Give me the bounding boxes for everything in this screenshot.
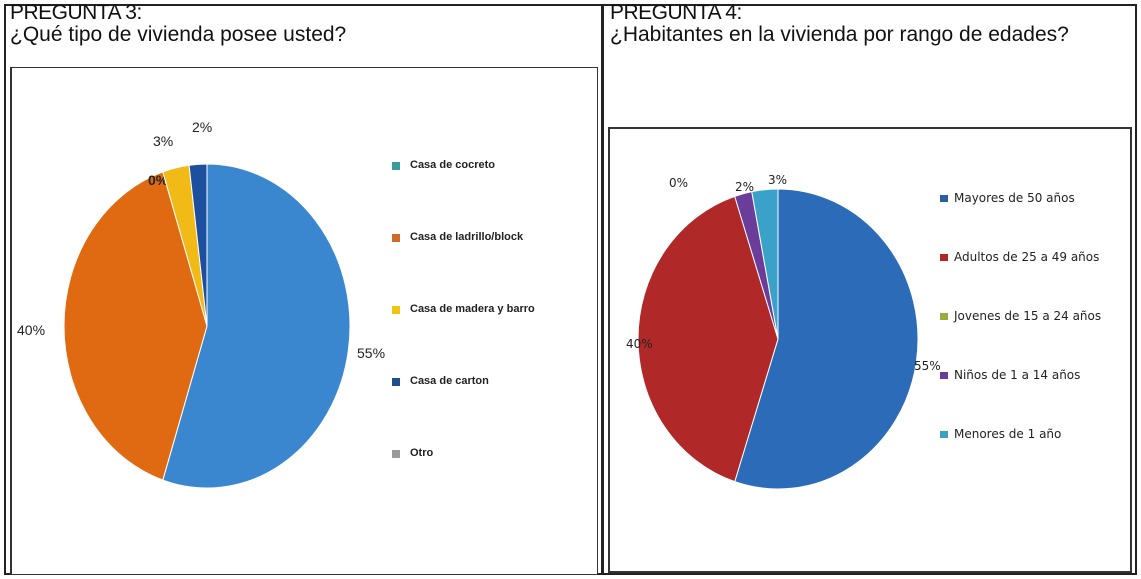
legend-label: Mayores de 50 años (954, 191, 1075, 205)
legend-item-casa-de-carton: Casa de carton (392, 374, 570, 389)
pie-slice-menores-de-1-ano (751, 188, 779, 340)
question-4-header: PREGUNTA 4: ¿Habitantes en la vivienda p… (610, 2, 1130, 46)
pie-chart-q3: 55%40%0%3%2% (17, 119, 385, 489)
legend-item-menores-de-1-ano: Menores de 1 año (940, 425, 1104, 444)
legend-label: Casa de carton (410, 375, 489, 387)
data-label-menores-de-1-ano: 3% (768, 173, 787, 187)
data-label-jovenes-de-15-a-24-anos: 0% (669, 176, 688, 190)
legend-item-adultos-de-25-a-49-anos: Adultos de 25 a 49 años (940, 248, 1104, 267)
data-label-casa-de-ladrillo-block: 40% (17, 322, 45, 338)
legend-label: Adultos de 25 a 49 años (954, 250, 1100, 264)
legend-swatch (392, 450, 400, 458)
data-label-mayores-de-50-anos: 55% (914, 359, 941, 373)
legend-swatch (940, 313, 948, 320)
pie-slice-adultos-de-25-a-49-anos (637, 195, 779, 483)
pie-slice-casa-de-ladrillo-block (63, 171, 208, 481)
legend-label: Otro (410, 447, 434, 459)
question-3-header: PREGUNTA 3: ¿Qué tipo de vivienda posee … (10, 2, 595, 46)
legend-label: Casa de madera y barro (410, 303, 535, 315)
data-label-casa-de-carton: 3% (153, 133, 173, 149)
question-4-number: PREGUNTA 4: (610, 1, 742, 24)
legend-label: Niños de 1 a 14 años (954, 368, 1081, 382)
data-label-ninos-de-1-a-14-anos: 2% (735, 180, 754, 194)
data-label-otro: 2% (192, 119, 212, 135)
pie-chart-q4: 55% 40% 0% 2% 3% (626, 173, 941, 490)
pie-slice-casa-de-cocreto (162, 163, 351, 489)
legend-swatch (392, 162, 400, 170)
legend-swatch (940, 195, 948, 202)
data-label-adultos-de-25-a-49-anos: 40% (626, 337, 653, 351)
legend-swatch (940, 254, 948, 261)
data-label-casa-de-cocreto: 55% (357, 345, 385, 361)
chart-panel-q4: 55% 40% 0% 2% 3% Mayores de 50 años Adultos d… (608, 127, 1132, 573)
pie-slice-mayores-de-50-anos (734, 188, 919, 490)
legend-item-ninos-de-1-a-14-anos: Niños de 1 a 14 años (940, 366, 1104, 385)
legend-swatch (940, 431, 948, 438)
legend-label: Menores de 1 año (954, 427, 1062, 441)
legend-label: Casa de ladrillo/block (410, 231, 524, 243)
legend-item-mayores-de-50-anos: Mayores de 50 años (940, 189, 1104, 208)
question-3-text: ¿Qué tipo de vivienda posee usted? (10, 23, 347, 46)
legend-swatch (392, 234, 400, 242)
legend-item-jovenes-de-15-a-24-anos: Jovenes de 15 a 24 años (940, 307, 1104, 326)
pie-slice-otro (188, 163, 208, 327)
legend-swatch (940, 372, 948, 379)
legend-label: Jovenes de 15 a 24 años (954, 309, 1102, 323)
legend-swatch (392, 306, 400, 314)
legend-item-casa-de-cocreto: Casa de cocreto (392, 158, 570, 173)
legend-item-casa-de-madera-y-barro: Casa de madera y barro (392, 302, 570, 317)
question-3-number: PREGUNTA 3: (10, 1, 142, 24)
question-4-text: ¿Habitantes en la vivienda por rango de … (610, 23, 1069, 46)
legend-label: Casa de cocreto (410, 159, 495, 171)
chart-panel-q3: 55% 40% 0% 3% 2% Casa de cocreto Casa de ladr… (10, 67, 598, 575)
panel-divider (601, 4, 604, 575)
legend-item-casa-de-ladrillo-block: Casa de ladrillo/block (392, 230, 570, 245)
legend-item-otro: Otro (392, 446, 570, 461)
legend-swatch (392, 378, 400, 386)
